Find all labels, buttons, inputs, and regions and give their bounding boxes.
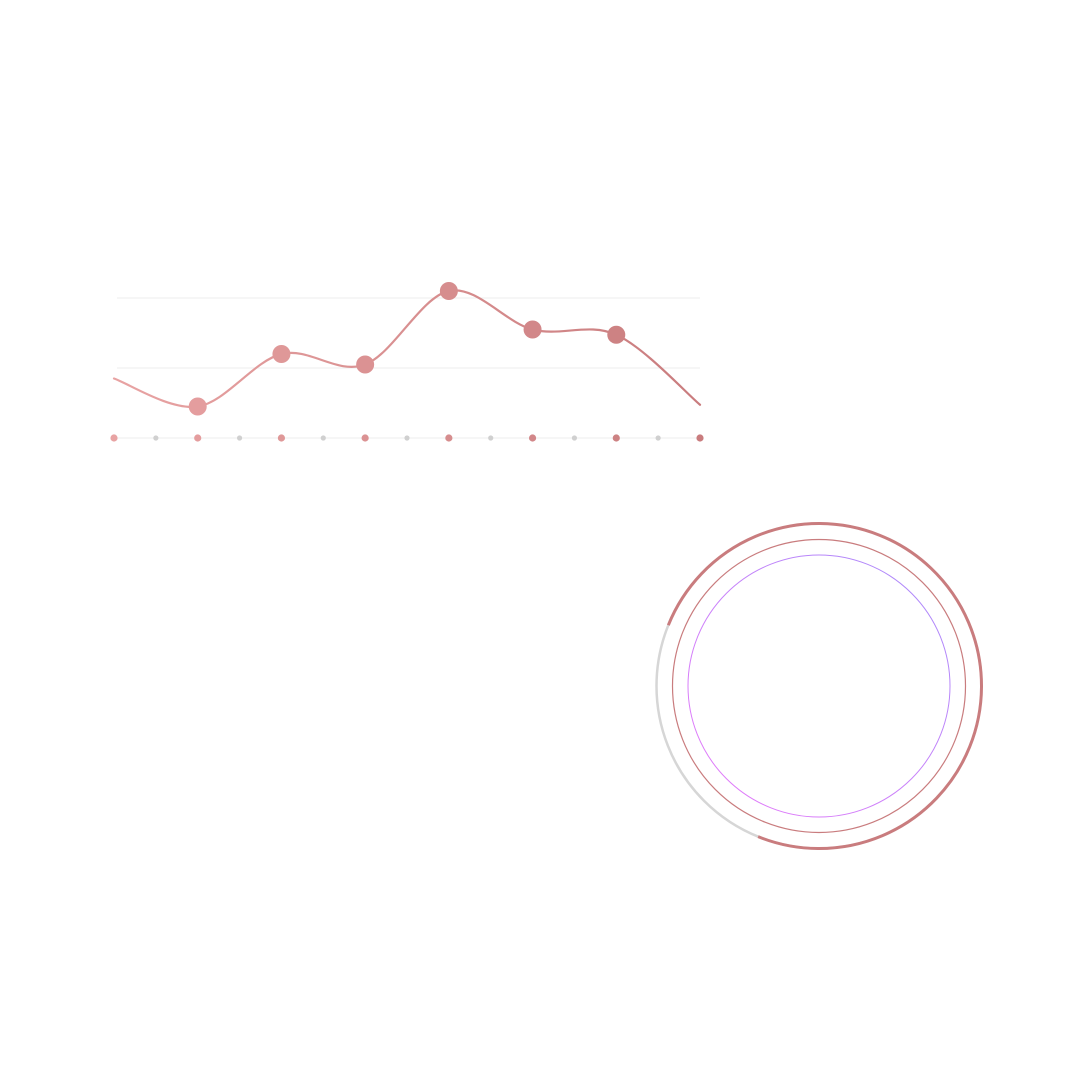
x-tick-dot xyxy=(194,434,202,442)
x-minor-dot xyxy=(320,435,326,441)
data-point xyxy=(272,345,291,363)
chart-gridlines xyxy=(117,297,700,369)
x-tick-dot xyxy=(612,434,620,442)
x-minor-dot xyxy=(236,435,243,441)
series-markers xyxy=(188,282,626,416)
series-line xyxy=(112,289,702,408)
data-point xyxy=(188,397,207,416)
x-minor-dot xyxy=(404,435,410,441)
inner-ring xyxy=(687,554,951,818)
middle-ring xyxy=(671,538,967,834)
x-tick-dot xyxy=(528,434,537,442)
x-tick-dot xyxy=(696,434,704,442)
data-point xyxy=(439,282,458,300)
x-minor-dot xyxy=(488,435,494,441)
data-point xyxy=(607,325,626,344)
data-point xyxy=(356,355,375,374)
x-tick-dot xyxy=(110,434,118,442)
x-tick-dot xyxy=(361,434,369,442)
data-point xyxy=(523,320,542,339)
x-tick-dot xyxy=(277,434,286,442)
outer-ring-track xyxy=(655,522,983,850)
x-axis xyxy=(110,434,704,442)
ring-chart xyxy=(655,522,983,850)
x-tick-dot xyxy=(445,434,453,442)
x-minor-dot xyxy=(571,435,578,441)
x-minor-dot xyxy=(655,435,661,441)
outer-progress-arc xyxy=(666,522,983,850)
x-minor-dot xyxy=(153,435,159,441)
line-chart xyxy=(110,282,704,442)
